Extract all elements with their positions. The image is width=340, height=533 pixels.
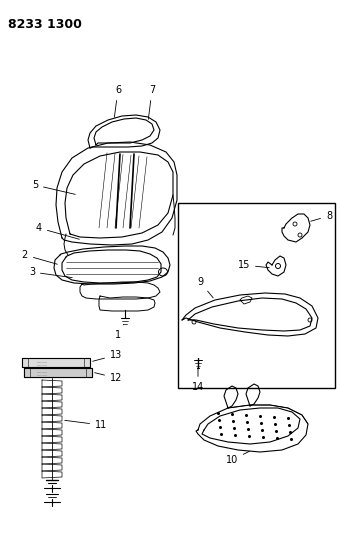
Text: ____: ____	[36, 368, 47, 373]
Text: 3: 3	[29, 267, 72, 278]
Text: 2: 2	[22, 250, 57, 264]
Text: 8233 1300: 8233 1300	[8, 18, 82, 31]
Text: 1: 1	[115, 325, 124, 340]
Text: 13: 13	[93, 350, 122, 361]
Text: 7: 7	[148, 85, 155, 119]
Polygon shape	[24, 368, 92, 377]
Polygon shape	[22, 358, 90, 367]
Text: 12: 12	[95, 373, 122, 383]
Text: 9: 9	[197, 277, 213, 298]
Bar	[178, 203, 335, 388]
Text: 14: 14	[192, 368, 204, 392]
Text: 5: 5	[32, 180, 75, 195]
Text: 8: 8	[311, 211, 332, 221]
Text: 6: 6	[114, 85, 121, 117]
Text: 4: 4	[36, 223, 79, 239]
Text: 11: 11	[65, 420, 107, 430]
Text: 15: 15	[238, 260, 269, 270]
Text: ____: ____	[36, 358, 47, 362]
Text: ____: ____	[36, 370, 47, 376]
Text: 10: 10	[226, 451, 250, 465]
Text: ____: ____	[36, 361, 47, 366]
